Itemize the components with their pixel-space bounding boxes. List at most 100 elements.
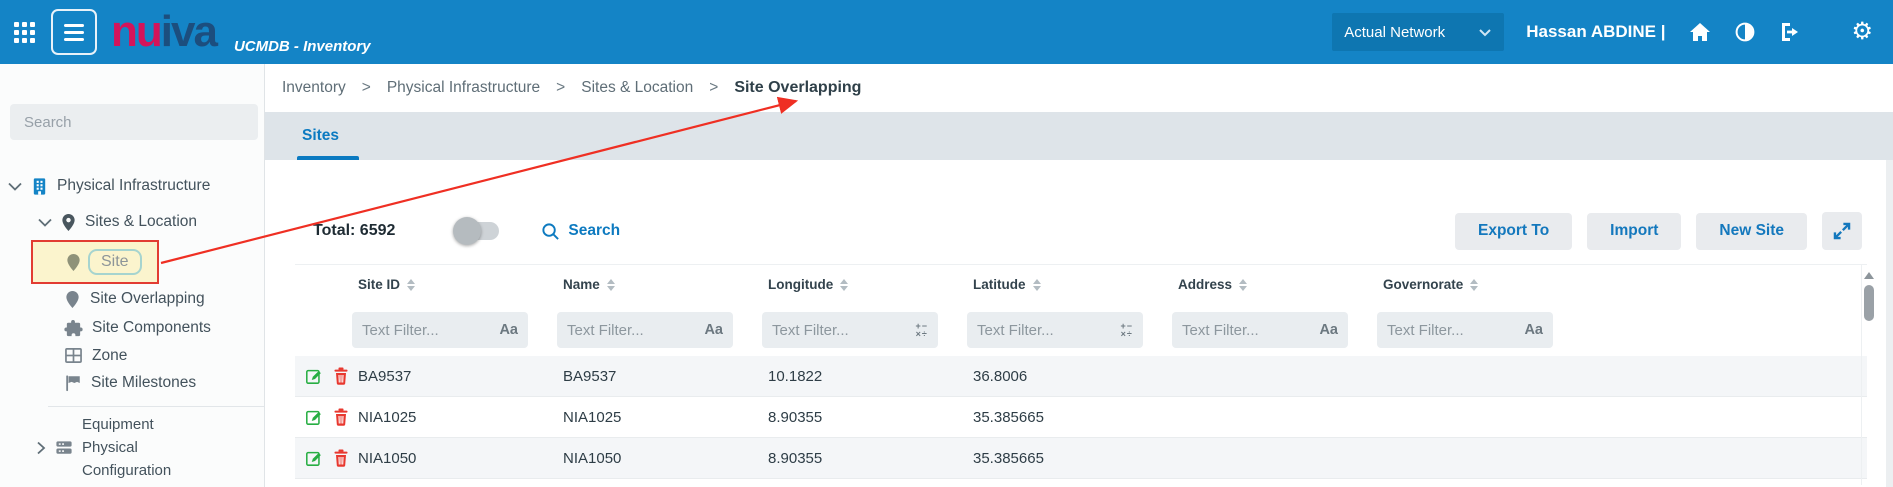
table-row[interactable]: BA9537 BA9537 10.1822 36.8006 [295, 356, 1867, 397]
edit-icon [306, 451, 321, 466]
new-site-button[interactable]: New Site [1696, 212, 1807, 250]
numeric-filter-icon[interactable]: +− ×÷ [1120, 322, 1133, 339]
tab-sites[interactable]: Sites [302, 127, 340, 144]
text-match-case-icon[interactable]: Aa [704, 322, 723, 338]
app-title: UCMDB - Inventory [233, 38, 371, 55]
edit-row-button[interactable] [305, 408, 323, 426]
top-bar: nuiva UCMDB - Inventory Actual Network H… [0, 0, 1893, 64]
cell-name: NIA1050 [563, 449, 622, 467]
filter-input-governorate[interactable] [1387, 321, 1525, 339]
import-button[interactable]: Import [1587, 212, 1682, 250]
export-to-button[interactable]: Export To [1454, 212, 1573, 250]
tree-item-physical-infrastructure[interactable]: Physical Infrastructure [0, 168, 264, 204]
column-header-latitude[interactable]: Latitude [965, 277, 1170, 292]
logout-icon[interactable] [1779, 22, 1801, 42]
total-count-label: Total: 6592 [313, 222, 396, 239]
table-filter-row: Aa Aa +− ×÷ [295, 304, 1867, 356]
breadcrumb-physical-infrastructure[interactable]: Physical Infrastructure [386, 79, 541, 96]
text-match-case-icon[interactable]: Aa [1524, 322, 1543, 338]
column-label: Address [1178, 277, 1233, 292]
tree-item-site-overlapping[interactable]: Site Overlapping [0, 284, 264, 314]
table-row[interactable]: NIA1050 NIA1050 8.90355 35.385665 [295, 438, 1867, 479]
edit-row-button[interactable] [305, 449, 323, 467]
column-header-name[interactable]: Name [555, 277, 760, 292]
toggle-knob [453, 217, 482, 245]
tree-item-label: Sites & Location [85, 213, 198, 230]
menu-button[interactable] [51, 9, 97, 55]
column-header-governorate[interactable]: Governorate [1375, 277, 1580, 292]
puzzle-icon [64, 319, 83, 336]
breadcrumb-sites-location[interactable]: Sites & Location [581, 79, 694, 96]
column-label: Site ID [358, 277, 401, 292]
logo-part-1: nu [111, 7, 163, 56]
settings-icon[interactable]: ⚙ [1851, 18, 1873, 45]
tree-item-label: Site Overlapping [90, 290, 205, 307]
sort-icon[interactable] [1239, 278, 1248, 291]
column-header-longitude[interactable]: Longitude [760, 277, 965, 292]
sort-icon[interactable] [1470, 278, 1479, 291]
sidebar-search-input[interactable] [10, 104, 258, 140]
edit-row-button[interactable] [305, 367, 323, 385]
filter-latitude: +− ×÷ [967, 312, 1143, 348]
edit-icon [306, 369, 321, 384]
tree-item-equipment-physical-configuration[interactable]: Equipment Physical Configuration [0, 413, 264, 482]
delete-row-button[interactable] [333, 449, 349, 467]
chevron-right-icon [37, 441, 46, 454]
contrast-icon[interactable] [1735, 22, 1755, 42]
tree-item-sites-location[interactable]: Sites & Location [0, 204, 264, 240]
cell-name: NIA1025 [563, 408, 622, 426]
sort-icon[interactable] [1032, 278, 1041, 291]
tree-item-site-components[interactable]: Site Components [0, 314, 264, 342]
fullscreen-button[interactable] [1822, 212, 1862, 250]
filter-input-address[interactable] [1182, 321, 1320, 339]
sort-icon[interactable] [840, 278, 849, 291]
filter-toggle[interactable] [453, 217, 500, 245]
tree-item-site-milestones[interactable]: Site Milestones [0, 369, 264, 396]
chevron-down-icon [38, 218, 52, 227]
sort-icon[interactable] [606, 278, 615, 291]
sites-table: Site ID Name Longitude Latitude [295, 264, 1874, 485]
nuiva-logo[interactable]: nuiva [111, 7, 218, 56]
filter-governorate: Aa [1377, 312, 1553, 348]
scrollbar-thumb[interactable] [1863, 285, 1874, 321]
sidebar: Physical Infrastructure Sites & Location [0, 64, 265, 487]
cell-latitude: 36.8006 [973, 367, 1028, 385]
filter-address: Aa [1172, 312, 1348, 348]
apps-grid-icon[interactable] [14, 21, 35, 43]
user-label[interactable]: Hassan ABDINE | [1526, 22, 1666, 41]
network-selector[interactable]: Actual Network [1332, 13, 1505, 51]
delete-row-button[interactable] [333, 367, 349, 385]
tree-item-site[interactable]: Site [0, 240, 264, 284]
tree-item-label: Zone [92, 346, 128, 364]
column-header-address[interactable]: Address [1170, 277, 1375, 292]
numeric-filter-icon[interactable]: +− ×÷ [915, 322, 928, 339]
tree-item-label: Site Milestones [91, 373, 197, 391]
content-panel: Total: 6592 Search Export To Import New … [265, 160, 1893, 487]
home-icon[interactable] [1689, 22, 1711, 42]
tree-item-label: Site [88, 249, 142, 275]
zone-grid-icon [65, 348, 82, 363]
table-scrollbar[interactable] [1861, 264, 1875, 485]
tree-item-zone[interactable]: Zone [0, 342, 264, 369]
filter-input-name[interactable] [567, 321, 705, 339]
breadcrumb-separator: > [709, 79, 719, 96]
toolbar-buttons: Export To Import New Site [1454, 212, 1862, 250]
scroll-up-arrow[interactable] [1863, 272, 1874, 279]
breadcrumb-inventory[interactable]: Inventory [282, 79, 346, 96]
sort-icon[interactable] [407, 278, 416, 291]
table-search-button[interactable]: Search [541, 222, 620, 241]
network-selector-value: Actual Network [1344, 23, 1446, 41]
delete-row-button[interactable] [333, 408, 349, 426]
text-match-case-icon[interactable]: Aa [499, 322, 518, 338]
search-icon [542, 222, 560, 240]
table-row[interactable]: NIA1025 NIA1025 8.90355 35.385665 [295, 397, 1867, 438]
filter-input-latitude[interactable] [977, 321, 1121, 339]
text-match-case-icon[interactable]: Aa [1319, 322, 1338, 338]
tree-item-label-line1: Equipment [82, 416, 154, 433]
filter-input-site-id[interactable] [362, 321, 500, 339]
location-pin-icon [67, 253, 80, 271]
filter-input-longitude[interactable] [772, 321, 916, 339]
column-header-site-id[interactable]: Site ID [350, 277, 555, 292]
navigation-tree: Physical Infrastructure Sites & Location [0, 168, 264, 482]
cell-latitude: 35.385665 [973, 449, 1044, 467]
